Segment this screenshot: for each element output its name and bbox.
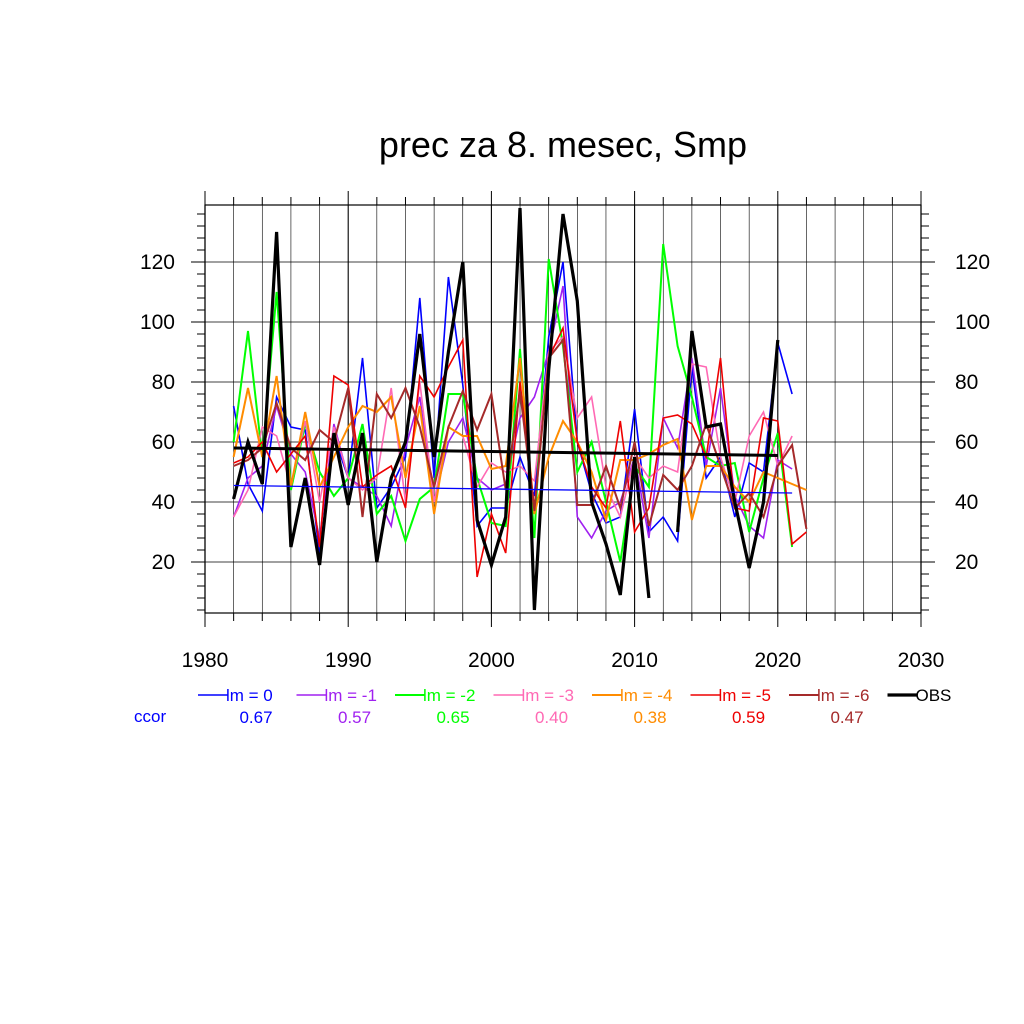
- y-tick-label-left: 80: [152, 371, 175, 394]
- x-tick-label: 2010: [611, 649, 658, 672]
- ccor-value: 0.67: [239, 708, 272, 727]
- series-line-5: [233, 325, 807, 578]
- x-tick-label: 1990: [325, 649, 372, 672]
- axis-ticks: [191, 191, 935, 627]
- series-line-7: [232, 207, 780, 611]
- y-tick-label-right: 40: [955, 491, 978, 514]
- trend-lines: [233, 446, 793, 494]
- legend-label: lm = -3: [522, 686, 574, 705]
- legend-label: lm = -5: [719, 686, 771, 705]
- legend-label: lm = -4: [620, 686, 672, 705]
- ccor-value: 0.59: [732, 708, 765, 727]
- series-lines: [232, 207, 808, 611]
- x-tick-label: 1980: [182, 649, 229, 672]
- legend-label: lm = -6: [817, 686, 869, 705]
- y-tick-label-left: 20: [152, 551, 175, 574]
- legend-label: lm = 0: [226, 686, 273, 705]
- y-tick-label-right: 120: [955, 251, 990, 274]
- legend-label: OBS: [916, 686, 952, 705]
- y-tick-label-left: 100: [140, 311, 175, 334]
- y-tick-label-right: 60: [955, 431, 978, 454]
- ccor-value: 0.57: [338, 708, 371, 727]
- series-line-2: [232, 243, 794, 563]
- grid: [204, 205, 922, 613]
- ccor-value: 0.40: [535, 708, 568, 727]
- y-tick-label-right: 100: [955, 311, 990, 334]
- chart-title: prec za 8. mesec, Smp: [379, 124, 747, 165]
- y-tick-label-right: 20: [955, 551, 978, 574]
- ccor-label: ccor: [134, 707, 166, 726]
- plot-frame: [204, 204, 922, 614]
- trend-line-0: [233, 484, 793, 494]
- series-line-6: [233, 337, 808, 530]
- ccor-value: 0.47: [830, 708, 863, 727]
- legend: lm = 0 0.67 lm = -1 0.57 lm = -2 0.65 lm = -3 0…: [134, 686, 951, 727]
- x-tick-label: 2000: [468, 649, 515, 672]
- x-tick-label: 2030: [898, 649, 945, 672]
- legend-label: lm = -1: [325, 686, 377, 705]
- ccor-value: 0.38: [633, 708, 666, 727]
- y-tick-label-left: 40: [152, 491, 175, 514]
- ccor-value: 0.65: [436, 708, 469, 727]
- trend-line-1: [233, 446, 778, 457]
- y-tick-label-left: 60: [152, 431, 175, 454]
- y-tick-label-right: 80: [955, 371, 978, 394]
- x-tick-label: 2020: [754, 649, 801, 672]
- legend-label: lm = -2: [423, 686, 475, 705]
- y-tick-label-left: 120: [140, 251, 175, 274]
